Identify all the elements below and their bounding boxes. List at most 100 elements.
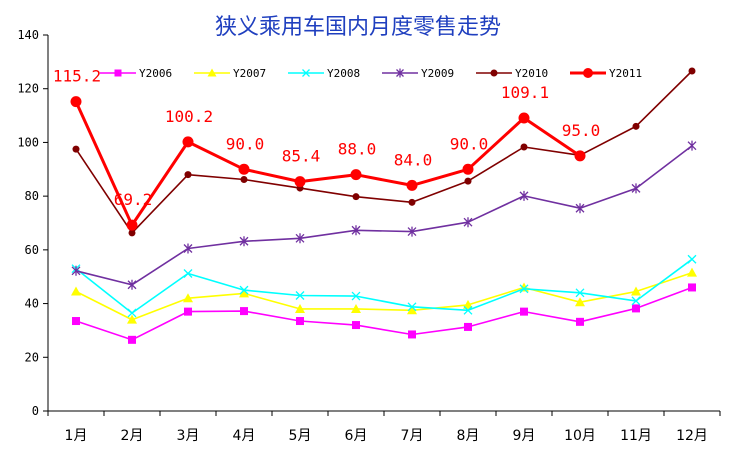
data-point bbox=[183, 269, 193, 278]
data-point bbox=[688, 67, 696, 75]
series-layer bbox=[70, 67, 697, 344]
data-point bbox=[239, 285, 249, 295]
data-point bbox=[240, 307, 248, 316]
x-tick-label: 3月 bbox=[177, 428, 200, 444]
data-point bbox=[631, 296, 641, 306]
series-line bbox=[75, 271, 693, 321]
x-tick-label: 1月 bbox=[65, 428, 88, 444]
data-label: 88.0 bbox=[338, 140, 377, 159]
data-point bbox=[352, 321, 360, 330]
data-point bbox=[490, 69, 498, 77]
data-point bbox=[295, 303, 305, 313]
data-point bbox=[574, 150, 586, 162]
data-point bbox=[128, 229, 136, 237]
data-point bbox=[351, 225, 361, 236]
data-point bbox=[183, 293, 193, 303]
legend-label: Y2009 bbox=[421, 67, 454, 80]
data-point bbox=[350, 169, 362, 181]
data-point bbox=[294, 176, 306, 188]
x-tick-label: 2月 bbox=[121, 428, 144, 444]
data-point bbox=[182, 136, 194, 148]
chart-title: 狭义乘用车国内月度零售走势 bbox=[215, 15, 501, 40]
data-point bbox=[688, 283, 696, 292]
legend-label: Y2006 bbox=[139, 67, 172, 80]
data-label: 95.0 bbox=[562, 121, 601, 140]
data-point bbox=[351, 291, 361, 301]
data-point bbox=[520, 143, 528, 151]
data-point bbox=[302, 69, 310, 77]
data-point bbox=[632, 304, 640, 313]
data-point bbox=[408, 198, 416, 206]
data-point bbox=[71, 286, 81, 296]
data-point bbox=[583, 68, 593, 78]
data-point bbox=[406, 179, 418, 191]
data-label: 109.1 bbox=[501, 83, 549, 102]
data-point bbox=[464, 322, 472, 331]
x-tick-label: 11月 bbox=[620, 428, 652, 444]
legend-label: Y2010 bbox=[515, 67, 548, 80]
data-point bbox=[183, 243, 193, 254]
legend-item-y2009: Y2009 bbox=[382, 67, 454, 80]
x-tick-label: 4月 bbox=[233, 428, 256, 444]
data-point bbox=[72, 145, 80, 153]
data-point bbox=[238, 163, 250, 175]
data-label: 84.0 bbox=[394, 150, 433, 169]
data-point bbox=[463, 305, 473, 315]
y-tick-label: 20 bbox=[25, 350, 39, 364]
data-point bbox=[184, 171, 192, 179]
data-point bbox=[396, 68, 404, 78]
y-tick-label: 60 bbox=[25, 243, 39, 257]
series-line bbox=[75, 286, 693, 341]
data-label: 85.4 bbox=[282, 147, 321, 166]
data-point bbox=[127, 279, 137, 290]
legend-label: Y2007 bbox=[233, 67, 266, 80]
y-tick-label: 100 bbox=[17, 135, 39, 149]
data-point bbox=[407, 305, 417, 315]
data-point bbox=[351, 303, 361, 313]
data-point bbox=[464, 177, 472, 185]
y-tick-label: 120 bbox=[17, 82, 39, 96]
data-label: 90.0 bbox=[450, 134, 489, 153]
x-tick-label: 10月 bbox=[564, 428, 596, 444]
data-point bbox=[407, 226, 417, 237]
data-point bbox=[575, 203, 585, 214]
data-point bbox=[240, 175, 248, 183]
data-point bbox=[72, 317, 80, 326]
data-point bbox=[518, 112, 530, 124]
y-tick-label: 40 bbox=[25, 297, 39, 311]
legend-item-y2011: Y2011 bbox=[570, 67, 642, 80]
data-point bbox=[239, 236, 249, 247]
legend-item-y2010: Y2010 bbox=[476, 67, 548, 80]
legend-label: Y2011 bbox=[609, 67, 642, 80]
data-point bbox=[575, 297, 585, 307]
data-point bbox=[519, 190, 529, 201]
data-point bbox=[352, 193, 360, 201]
data-point bbox=[70, 96, 82, 108]
data-point bbox=[207, 68, 217, 77]
x-tick-label: 6月 bbox=[345, 428, 368, 444]
series-y2011 bbox=[70, 96, 586, 231]
series-line bbox=[75, 145, 693, 286]
y-tick-label: 140 bbox=[17, 28, 39, 42]
y-tick-label: 0 bbox=[32, 404, 39, 418]
series-y2010 bbox=[72, 67, 696, 237]
data-point bbox=[126, 219, 138, 231]
data-point bbox=[575, 288, 585, 298]
data-label: 90.0 bbox=[226, 134, 265, 153]
axes: 0 20 40 60 80 100 120 140 1月 2月 3月 4月 5月 6月 7月 8月 9月 10月 1… bbox=[17, 28, 721, 444]
legend: Y2006 Y2007 Y2008 Y2009 Y2010 Y2011 bbox=[100, 67, 642, 80]
data-point bbox=[520, 307, 528, 316]
legend-item-y2007: Y2007 bbox=[194, 67, 266, 80]
series-line bbox=[75, 70, 693, 234]
x-tick-label: 9月 bbox=[513, 428, 536, 444]
data-point bbox=[295, 291, 305, 300]
data-point bbox=[463, 217, 473, 228]
data-point bbox=[576, 317, 584, 326]
data-point bbox=[519, 284, 529, 294]
data-point bbox=[127, 308, 137, 318]
x-tick-label: 7月 bbox=[401, 428, 424, 444]
legend-item-y2006: Y2006 bbox=[100, 67, 172, 80]
legend-item-y2008: Y2008 bbox=[288, 67, 360, 80]
